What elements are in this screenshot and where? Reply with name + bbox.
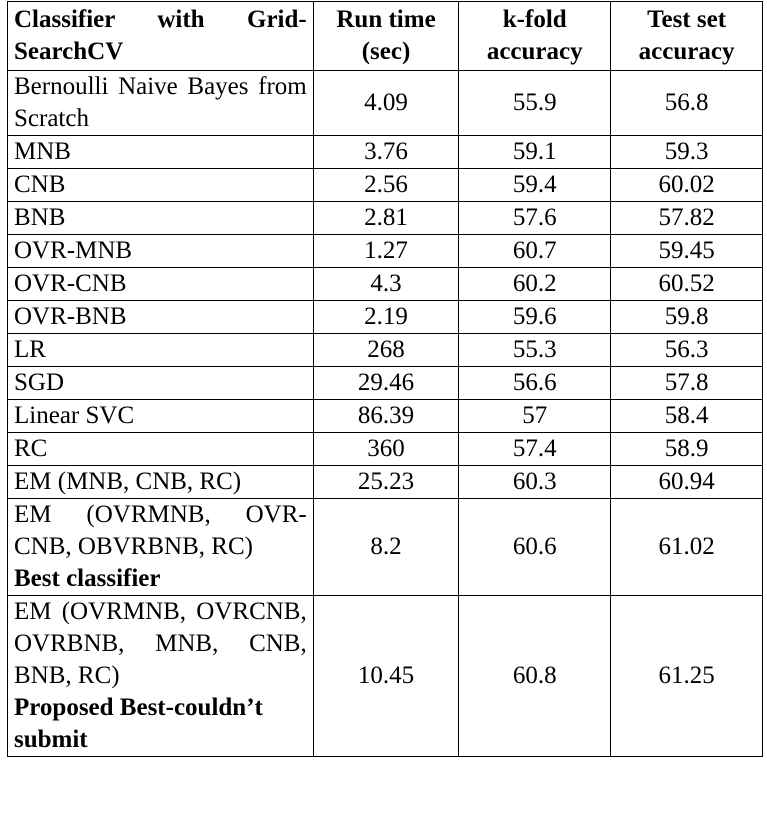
kfold-accuracy-cell: 57.4 [458,432,612,466]
classifier-cell: CNB [7,168,314,202]
run-time-cell: 25.23 [312,465,460,499]
classifier-name: OVR-CNB [14,270,127,297]
classifier-cell: OVR-CNB [7,267,314,301]
classifier-cell: OVR-MNB [7,234,314,268]
kfold-accuracy-cell: 55.9 [458,70,612,136]
table-row: OVR-CNB 4.3 60.2 60.52 [7,267,763,301]
kfold-accuracy-cell: 57.6 [458,201,612,235]
classifier-name: Bernoulli Naive Bayes from Scratch [14,73,307,132]
kfold-accuracy-cell: 60.2 [458,267,612,301]
classifier-cell: Bernoulli Naive Bayes from Scratch [7,70,314,136]
results-table: Classifier with Grid-SearchCV Run time (… [7,1,763,757]
run-time-cell: 8.2 [312,498,460,596]
classifier-name: LR [14,336,46,363]
kfold-accuracy-cell: 55.3 [458,333,612,367]
kfold-accuracy-cell: 60.6 [458,498,612,596]
test-accuracy-cell: 58.4 [610,399,763,433]
run-time-cell: 4.09 [312,70,460,136]
run-time-cell: 10.45 [312,595,460,757]
table-row: OVR-BNB 2.19 59.6 59.8 [7,300,763,334]
kfold-accuracy-cell: 57 [458,399,612,433]
classifier-note: Proposed Best-couldn’t submit [14,694,263,753]
test-accuracy-cell: 56.3 [610,333,763,367]
header-test-accuracy: Test set accuracy [610,1,763,71]
table-row: EM (OVRMNB, OVR-CNB, OBVRBNB, RC) Best cl… [7,498,763,596]
header-kfold-accuracy: k-fold accuracy [458,1,612,71]
classifier-cell: SGD [7,366,314,400]
classifier-name: OVR-MNB [14,237,133,264]
classifier-name: MNB [14,138,71,165]
table-row: Linear SVC 86.39 57 58.4 [7,399,763,433]
table-row: LR 268 55.3 56.3 [7,333,763,367]
run-time-cell: 1.27 [312,234,460,268]
classifier-name: EM (MNB, CNB, RC) [14,468,242,495]
test-accuracy-cell: 56.8 [610,70,763,136]
kfold-accuracy-cell: 59.4 [458,168,612,202]
classifier-cell: EM (MNB, CNB, RC) [7,465,314,499]
table-row: EM (OVRMNB, OVRCNB, OVRBNB, MNB, CNB, BN… [7,595,763,757]
run-time-cell: 4.3 [312,267,460,301]
classifier-cell: BNB [7,201,314,235]
table-row: RC 360 57.4 58.9 [7,432,763,466]
test-accuracy-cell: 58.9 [610,432,763,466]
classifier-cell: MNB [7,135,314,169]
run-time-cell: 3.76 [312,135,460,169]
test-accuracy-cell: 59.8 [610,300,763,334]
table-row: Bernoulli Naive Bayes from Scratch 4.09 55… [7,70,763,136]
test-accuracy-cell: 57.8 [610,366,763,400]
test-accuracy-cell: 60.94 [610,465,763,499]
table-row: MNB 3.76 59.1 59.3 [7,135,763,169]
classifier-cell: EM (OVRMNB, OVRCNB, OVRBNB, MNB, CNB, BN… [7,595,314,757]
classifier-name: OVR-BNB [14,303,127,330]
test-accuracy-cell: 60.02 [610,168,763,202]
test-accuracy-cell: 57.82 [610,201,763,235]
classifier-name: BNB [14,204,66,231]
classifier-name: EM (OVRMNB, OVRCNB, OVRBNB, MNB, CNB, BN… [14,598,307,689]
classifier-cell: LR [7,333,314,367]
test-accuracy-cell: 60.52 [610,267,763,301]
kfold-accuracy-cell: 59.6 [458,300,612,334]
classifier-cell: OVR-BNB [7,300,314,334]
run-time-cell: 268 [312,333,460,367]
kfold-accuracy-cell: 60.8 [458,595,612,757]
classifier-name: EM (OVRMNB, OVR-CNB, OBVRBNB, RC) [14,501,307,560]
test-accuracy-cell: 59.45 [610,234,763,268]
table-body: Bernoulli Naive Bayes from Scratch 4.09 55… [7,70,763,757]
header-classifier: Classifier with Grid-SearchCV [7,1,314,71]
header-row: Classifier with Grid-SearchCV Run time (… [7,1,763,71]
run-time-cell: 29.46 [312,366,460,400]
table-row: OVR-MNB 1.27 60.7 59.45 [7,234,763,268]
run-time-cell: 2.81 [312,201,460,235]
kfold-accuracy-cell: 59.1 [458,135,612,169]
classifier-name: Linear SVC [14,402,135,429]
classifier-name: CNB [14,171,66,198]
table-row: EM (MNB, CNB, RC) 25.23 60.3 60.94 [7,465,763,499]
table-row: SGD 29.46 56.6 57.8 [7,366,763,400]
run-time-cell: 2.56 [312,168,460,202]
test-accuracy-cell: 61.02 [610,498,763,596]
kfold-accuracy-cell: 60.3 [458,465,612,499]
classifier-note: Best classifier [14,565,161,592]
classifier-name: RC [14,435,48,462]
test-accuracy-cell: 61.25 [610,595,763,757]
table-row: CNB 2.56 59.4 60.02 [7,168,763,202]
run-time-cell: 86.39 [312,399,460,433]
classifier-cell: RC [7,432,314,466]
run-time-cell: 2.19 [312,300,460,334]
test-accuracy-cell: 59.3 [610,135,763,169]
kfold-accuracy-cell: 56.6 [458,366,612,400]
run-time-cell: 360 [312,432,460,466]
classifier-name: SGD [14,369,65,396]
kfold-accuracy-cell: 60.7 [458,234,612,268]
classifier-cell: Linear SVC [7,399,314,433]
table-row: BNB 2.81 57.6 57.82 [7,201,763,235]
classifier-cell: EM (OVRMNB, OVR-CNB, OBVRBNB, RC) Best cl… [7,498,314,596]
header-run-time: Run time (sec) [312,1,460,71]
